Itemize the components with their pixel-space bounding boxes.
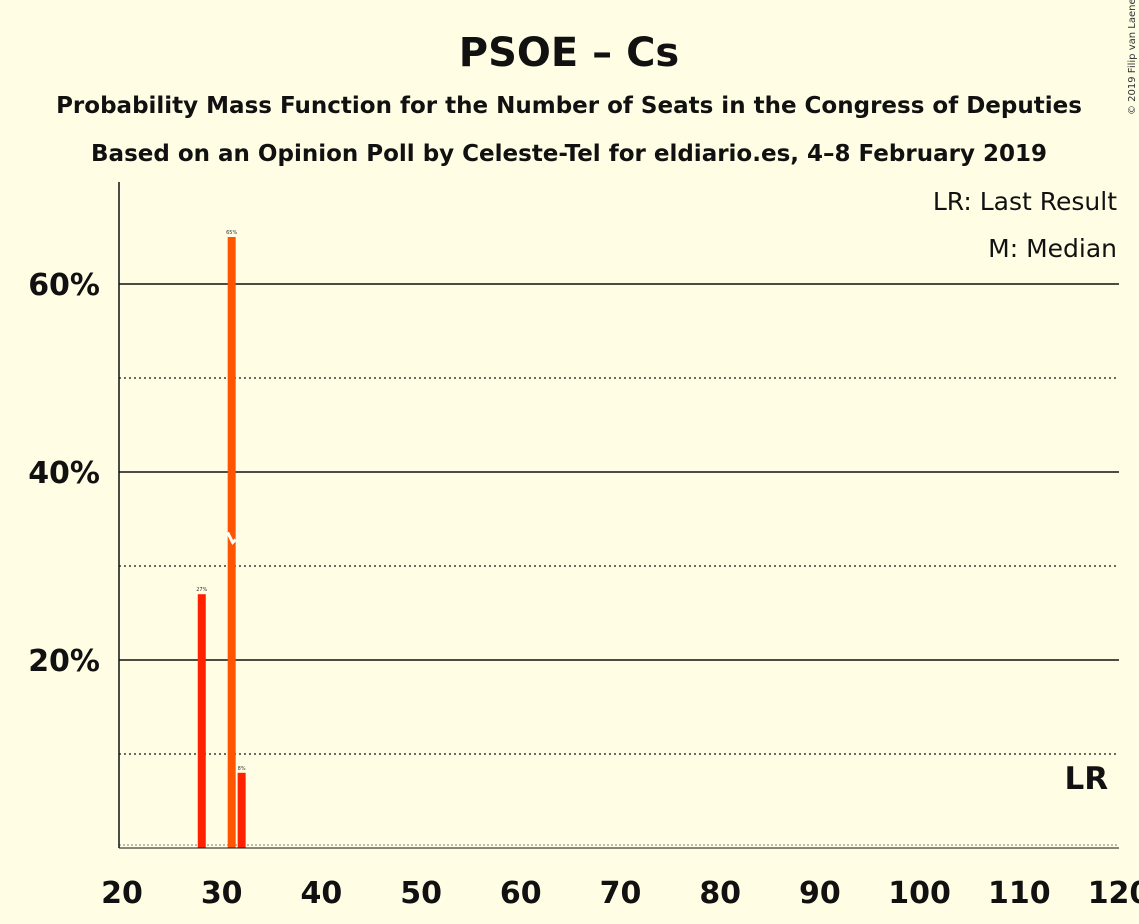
bar-seat-28 <box>197 594 206 848</box>
x-tick-60: 60 <box>500 876 542 911</box>
x-tick-40: 40 <box>301 876 343 911</box>
data-labels: 27% 65% 8% <box>196 230 246 772</box>
data-label-seat-28: 27% <box>196 587 207 593</box>
x-tick-110: 110 <box>988 876 1051 911</box>
x-tick-100: 100 <box>888 876 951 911</box>
data-label-seat-32: 8% <box>238 766 246 772</box>
legend-median: M: Median <box>988 234 1117 263</box>
x-tick-80: 80 <box>699 876 741 911</box>
x-tick-120: 120 <box>1088 876 1139 911</box>
chart-subtitle-1: Probability Mass Function for the Number… <box>56 93 1082 119</box>
chart-subtitle-2: Based on an Opinion Poll by Celeste-Tel … <box>91 141 1047 167</box>
median-marker <box>226 531 237 546</box>
y-tick-40: 40% <box>28 456 100 491</box>
last-result-marker: LR <box>1064 761 1108 797</box>
legend-last-result: LR: Last Result <box>933 187 1117 216</box>
bars <box>197 237 246 848</box>
copyright-text: © 2019 Filip van Laenen <box>1127 0 1138 115</box>
x-tick-50: 50 <box>400 876 442 911</box>
data-label-seat-31: 65% <box>226 230 237 236</box>
y-tick-60: 60% <box>28 268 100 303</box>
x-tick-90: 90 <box>799 876 841 911</box>
y-tick-20: 20% <box>28 644 100 679</box>
x-tick-70: 70 <box>600 876 642 911</box>
chart-title: PSOE – Cs <box>459 30 679 76</box>
x-tick-20: 20 <box>101 876 143 911</box>
x-tick-labels: 20 30 40 50 60 70 80 90 100 110 120 <box>101 876 1139 911</box>
x-tick-30: 30 <box>201 876 243 911</box>
bar-seat-32 <box>237 772 246 848</box>
grid-lines <box>119 283 1119 846</box>
y-tick-labels: 20% 40% 60% <box>28 268 100 679</box>
